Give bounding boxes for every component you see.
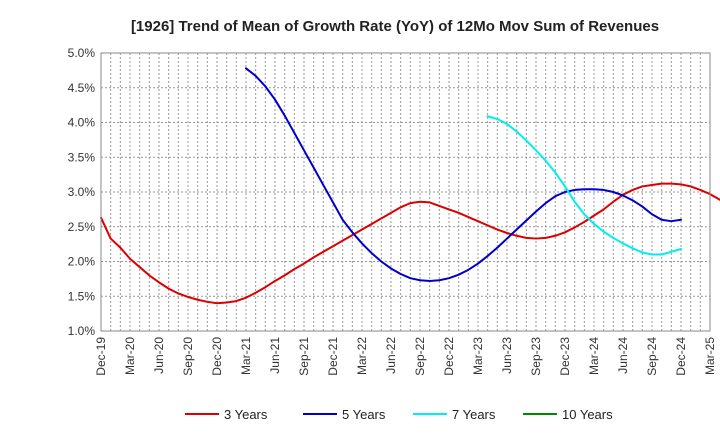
legend-label-10-years: 10 Years	[562, 407, 613, 422]
x-tick-label: Sep-20	[181, 337, 195, 376]
x-tick-label: Dec-23	[558, 337, 572, 376]
x-tick-label: Mar-22	[355, 337, 369, 375]
x-tick-label: Dec-19	[94, 337, 108, 376]
x-axis-ticks: Dec-19 Mar-20 Jun-20 Sep-20 Dec-20 Mar-21 Jun-…	[94, 337, 717, 376]
x-tick-label: Jun-24	[616, 337, 630, 374]
legend: 3 Years 5 Years 7 Years 10 Years	[185, 407, 613, 422]
x-tick-label: Jun-23	[500, 337, 514, 374]
series-line-3-years	[100, 182, 720, 305]
x-tick-label: Jun-20	[152, 337, 166, 374]
legend-label-7-years: 7 Years	[452, 407, 496, 422]
x-tick-label: Dec-21	[326, 337, 340, 376]
y-tick-label: 4.5%	[68, 81, 96, 95]
series-line-7-years	[486, 115, 682, 256]
y-tick-label: 5.0%	[68, 46, 96, 60]
x-tick-label: Mar-23	[471, 337, 485, 375]
y-tick-label: 1.5%	[68, 289, 96, 303]
plot-frame	[100, 52, 711, 332]
y-tick-label: 2.0%	[68, 255, 96, 269]
y-tick-label: 4.0%	[68, 116, 96, 130]
x-tick-label: Mar-20	[123, 337, 137, 375]
y-tick-label: 1.0%	[68, 324, 96, 338]
x-tick-label: Sep-21	[297, 337, 311, 376]
y-tick-label: 3.0%	[68, 185, 96, 199]
chart-title: [1926] Trend of Mean of Growth Rate (YoY…	[131, 18, 659, 35]
x-tick-label: Mar-25	[703, 337, 717, 375]
x-tick-label: Dec-24	[674, 337, 688, 376]
x-tick-label: Mar-21	[239, 337, 253, 375]
series-layer	[100, 67, 720, 305]
grid-layer	[101, 52, 710, 332]
x-tick-label: Jun-22	[384, 337, 398, 374]
x-tick-label: Jun-21	[268, 337, 282, 374]
x-tick-label: Sep-24	[645, 337, 659, 376]
x-tick-label: Dec-22	[442, 337, 456, 376]
y-axis-ticks: 1.0% 1.5% 2.0% 2.5% 3.0% 3.5% 4.0% 4.5% 5.0%	[68, 46, 96, 338]
x-tick-label: Sep-22	[413, 337, 427, 376]
x-tick-label: Mar-24	[587, 337, 601, 375]
legend-label-3-years: 3 Years	[224, 407, 268, 422]
y-tick-label: 3.5%	[68, 150, 96, 164]
legend-label-5-years: 5 Years	[342, 407, 386, 422]
series-line-5-years	[245, 67, 682, 282]
x-tick-label: Dec-20	[210, 337, 224, 376]
y-tick-label: 2.5%	[68, 220, 96, 234]
x-tick-label: Sep-23	[529, 337, 543, 376]
